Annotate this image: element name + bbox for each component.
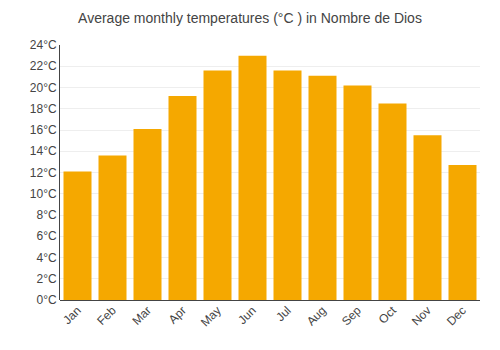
svg-text:Oct: Oct <box>376 303 400 327</box>
svg-text:16°C: 16°C <box>30 123 57 137</box>
svg-text:Jun: Jun <box>235 303 259 327</box>
svg-text:18°C: 18°C <box>30 102 57 116</box>
svg-text:12°C: 12°C <box>30 166 57 180</box>
svg-text:24°C: 24°C <box>30 38 57 52</box>
svg-text:8°C: 8°C <box>36 208 56 222</box>
svg-text:14°C: 14°C <box>30 144 57 158</box>
svg-text:4°C: 4°C <box>36 251 56 265</box>
svg-text:Sep: Sep <box>339 303 364 328</box>
svg-text:Mar: Mar <box>129 303 154 328</box>
svg-text:Dec: Dec <box>444 303 469 328</box>
svg-text:20°C: 20°C <box>30 81 57 95</box>
svg-text:Jul: Jul <box>273 303 294 324</box>
svg-text:Average monthly temperatures (: Average monthly temperatures (°C ) in No… <box>78 10 422 26</box>
svg-text:Apr: Apr <box>166 303 189 326</box>
svg-text:Aug: Aug <box>304 303 329 328</box>
svg-text:Jan: Jan <box>60 303 84 327</box>
svg-text:0°C: 0°C <box>36 293 56 307</box>
svg-text:10°C: 10°C <box>30 187 57 201</box>
svg-text:Nov: Nov <box>409 303 434 328</box>
svg-text:Feb: Feb <box>94 303 119 328</box>
svg-text:22°C: 22°C <box>30 59 57 73</box>
svg-text:6°C: 6°C <box>36 229 56 243</box>
svg-text:May: May <box>198 303 224 329</box>
svg-text:2°C: 2°C <box>36 272 56 286</box>
